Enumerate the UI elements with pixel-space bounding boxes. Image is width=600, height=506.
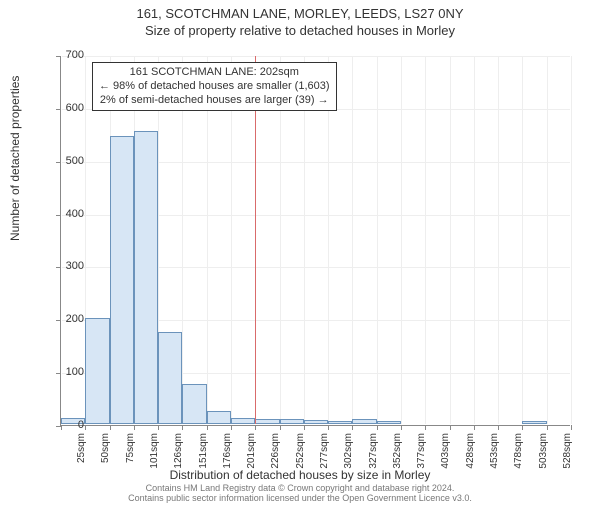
xtick-mark: [207, 425, 208, 430]
gridline-v: [401, 56, 402, 424]
annotation-line-3: 2% of semi-detached houses are larger (3…: [99, 94, 330, 108]
bar: [207, 411, 231, 424]
bar: [255, 419, 279, 424]
gridline-v: [352, 56, 353, 424]
annotation-box: 161 SCOTCHMAN LANE: 202sqm ← 98% of deta…: [92, 62, 337, 111]
gridline-v: [571, 56, 572, 424]
caption: Contains HM Land Registry data © Crown c…: [0, 484, 600, 504]
gridline-h: [62, 56, 570, 57]
title-main: 161, SCOTCHMAN LANE, MORLEY, LEEDS, LS27…: [0, 6, 600, 21]
xtick-mark: [498, 425, 499, 430]
gridline-v: [425, 56, 426, 424]
caption-line-1: Contains HM Land Registry data © Crown c…: [146, 483, 455, 493]
caption-line-2: Contains public sector information licen…: [128, 493, 472, 503]
bar: [231, 418, 255, 424]
bar: [134, 131, 158, 424]
xtick-mark: [85, 425, 86, 430]
xtick-mark: [158, 425, 159, 430]
bar: [522, 421, 546, 424]
xtick-mark: [182, 425, 183, 430]
xtick-mark: [450, 425, 451, 430]
bar: [158, 332, 182, 425]
xtick-mark: [110, 425, 111, 430]
gridline-v: [522, 56, 523, 424]
bar: [110, 136, 134, 424]
xtick-mark: [547, 425, 548, 430]
annotation-line-2: ← 98% of detached houses are smaller (1,…: [99, 80, 330, 94]
xtick-mark: [474, 425, 475, 430]
xtick-mark: [280, 425, 281, 430]
xtick-mark: [571, 425, 572, 430]
xtick-mark: [231, 425, 232, 430]
gridline-v: [377, 56, 378, 424]
gridline-v: [450, 56, 451, 424]
bar: [85, 318, 109, 424]
ytick-label: 400: [44, 208, 84, 220]
title-sub: Size of property relative to detached ho…: [0, 23, 600, 38]
chart-area: 161 SCOTCHMAN LANE: 202sqm ← 98% of deta…: [60, 56, 570, 426]
bar: [377, 421, 401, 424]
bar: [328, 421, 352, 424]
bar: [304, 420, 328, 424]
ytick-label: 700: [44, 49, 84, 61]
bar: [352, 419, 376, 424]
gridline-v: [474, 56, 475, 424]
xtick-mark: [377, 425, 378, 430]
y-axis-label: Number of detached properties: [8, 76, 22, 241]
xtick-mark: [401, 425, 402, 430]
bar: [280, 419, 304, 424]
gridline-v: [547, 56, 548, 424]
xtick-mark: [255, 425, 256, 430]
ytick-label: 600: [44, 102, 84, 114]
bar: [182, 384, 206, 424]
ytick-label: 200: [44, 313, 84, 325]
plot: [60, 56, 570, 426]
xtick-mark: [328, 425, 329, 430]
x-axis-label: Distribution of detached houses by size …: [0, 468, 600, 482]
xtick-mark: [352, 425, 353, 430]
gridline-v: [498, 56, 499, 424]
xtick-mark: [304, 425, 305, 430]
ytick-label: 500: [44, 155, 84, 167]
ytick-label: 0: [44, 419, 84, 431]
xtick-mark: [522, 425, 523, 430]
xtick-mark: [425, 425, 426, 430]
xtick-mark: [134, 425, 135, 430]
ytick-label: 100: [44, 366, 84, 378]
annotation-line-1: 161 SCOTCHMAN LANE: 202sqm: [99, 66, 330, 80]
ytick-label: 300: [44, 260, 84, 272]
